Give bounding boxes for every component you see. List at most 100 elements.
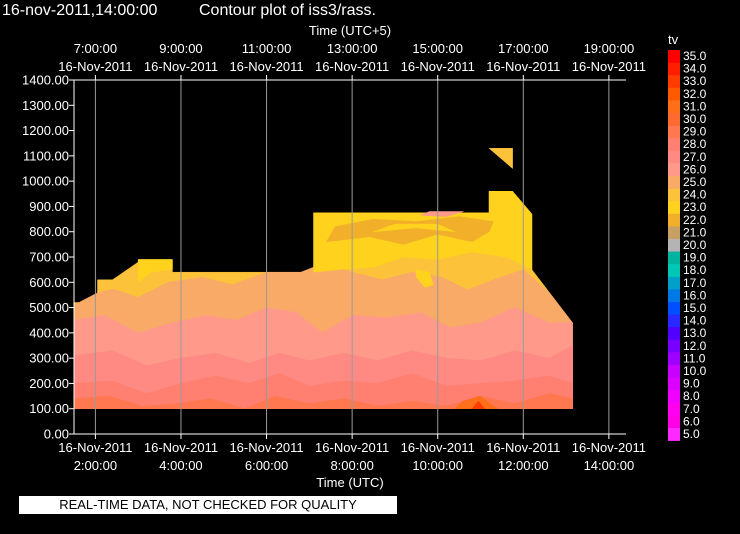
contour-region-4 bbox=[73, 373, 573, 409]
y-tick-label-1: 100.00 bbox=[29, 401, 69, 416]
colorbar-swatch-8 bbox=[668, 150, 680, 164]
colorbar-label-18: 17.0 bbox=[683, 276, 707, 290]
colorbar-swatch-27 bbox=[668, 390, 680, 404]
bottom-tick-date-1: 16-Nov-2011 bbox=[144, 440, 218, 455]
top-tick-time-0: 7:00:00 bbox=[74, 41, 117, 56]
y-tick-label-4: 400.00 bbox=[29, 325, 69, 340]
colorbar-label-27: 8.0 bbox=[683, 389, 700, 403]
plot-area bbox=[73, 148, 573, 409]
contour-region-7 bbox=[471, 400, 486, 409]
colorbar-swatch-0 bbox=[668, 50, 680, 63]
top-tick-date-0: 16-Nov-2011 bbox=[58, 59, 132, 74]
colorbar-label-3: 32.0 bbox=[683, 87, 707, 101]
bottom-tick-time-1: 4:00:00 bbox=[159, 458, 202, 473]
colorbar-swatch-13 bbox=[668, 213, 680, 227]
colorbar-swatch-26 bbox=[668, 377, 680, 391]
bottom-tick-time-0: 2:00:00 bbox=[74, 458, 117, 473]
top-tick-time-2: 11:00:00 bbox=[242, 41, 292, 56]
grid-lines bbox=[94, 80, 610, 434]
bottom-tick-date-0: 16-Nov-2011 bbox=[58, 440, 132, 455]
y-tick-label-5: 500.00 bbox=[29, 300, 69, 315]
y-tick-label-6: 600.00 bbox=[29, 275, 69, 290]
colorbar-label-16: 19.0 bbox=[683, 251, 707, 265]
colorbar-swatch-16 bbox=[668, 251, 680, 265]
colorbar-swatch-29 bbox=[668, 415, 680, 429]
colorbar-label-5: 30.0 bbox=[683, 112, 707, 126]
top-tick-date-3: 16-Nov-2011 bbox=[315, 59, 389, 74]
colorbar-swatch-19 bbox=[668, 289, 680, 303]
bottom-tick-date-6: 16-Nov-2011 bbox=[572, 440, 646, 455]
colorbar-label-13: 22.0 bbox=[683, 213, 707, 227]
top-tick-time-4: 15:00:00 bbox=[412, 41, 463, 56]
colorbar-swatch-15 bbox=[668, 239, 680, 252]
colorbar-label-15: 20.0 bbox=[683, 238, 707, 252]
colorbar-swatch-1 bbox=[668, 62, 680, 76]
bottom-tick-time-3: 8:00:00 bbox=[330, 458, 373, 473]
bottom-tick-date-2: 16-Nov-2011 bbox=[229, 440, 303, 455]
colorbar-label-2: 33.0 bbox=[683, 74, 707, 88]
top-tick-time-5: 17:00:00 bbox=[498, 41, 549, 56]
y-tick-label-0: 0.00 bbox=[44, 427, 69, 442]
colorbar-swatch-24 bbox=[668, 352, 680, 366]
bottom-tick-date-3: 16-Nov-2011 bbox=[315, 440, 389, 455]
colorbar-label-0: 35.0 bbox=[683, 49, 707, 63]
colorbar-label-30: 5.0 bbox=[683, 427, 700, 441]
y-tick-label-8: 800.00 bbox=[29, 224, 69, 239]
colorbar-label-6: 29.0 bbox=[683, 125, 707, 139]
top-tick-date-1: 16-Nov-2011 bbox=[144, 59, 218, 74]
y-tick-label-3: 300.00 bbox=[29, 351, 69, 366]
contour-region-5 bbox=[73, 393, 573, 409]
bottom-axis-label: Time (UTC) bbox=[316, 475, 383, 490]
colorbar-swatch-9 bbox=[668, 163, 680, 177]
bottom-tick-time-4: 10:00:00 bbox=[412, 458, 463, 473]
colorbar-label-20: 15.0 bbox=[683, 301, 707, 315]
quality-notice: REAL-TIME DATA, NOT CHECKED FOR QUALITY bbox=[19, 496, 397, 514]
colorbar-swatch-28 bbox=[668, 402, 680, 416]
colorbar-label-28: 7.0 bbox=[683, 402, 700, 416]
colorbar-label-19: 16.0 bbox=[683, 288, 707, 302]
top-tick-date-4: 16-Nov-2011 bbox=[401, 59, 475, 74]
colorbar-swatch-21 bbox=[668, 314, 680, 328]
plot-title: Contour plot of iss3/rass. bbox=[199, 2, 376, 19]
colorbar-label-9: 26.0 bbox=[683, 162, 707, 176]
contour-region-13 bbox=[137, 259, 173, 283]
top-axis-label: Time (UTC+5) bbox=[309, 23, 391, 38]
top-tick-date-5: 16-Nov-2011 bbox=[486, 59, 560, 74]
colorbar: 35.034.033.032.031.030.029.028.027.026.0… bbox=[668, 49, 707, 441]
bottom-tick-time-2: 6:00:00 bbox=[245, 458, 288, 473]
colorbar-swatch-5 bbox=[668, 113, 680, 126]
colorbar-swatch-2 bbox=[668, 75, 680, 89]
colorbar-label-22: 13.0 bbox=[683, 326, 707, 340]
colorbar-label-12: 23.0 bbox=[683, 200, 707, 214]
colorbar-label-1: 34.0 bbox=[683, 62, 707, 76]
y-tick-label-10: 1000.00 bbox=[22, 174, 69, 189]
y-tick-label-9: 900.00 bbox=[29, 199, 69, 214]
colorbar-swatch-3 bbox=[668, 87, 680, 101]
colorbar-label-29: 6.0 bbox=[683, 414, 700, 428]
contour-region-6 bbox=[454, 395, 499, 409]
colorbar-label-10: 25.0 bbox=[683, 175, 707, 189]
colorbar-swatch-12 bbox=[668, 201, 680, 215]
colorbar-title: tv bbox=[668, 32, 679, 47]
colorbar-label-23: 12.0 bbox=[683, 339, 707, 353]
colorbar-swatch-20 bbox=[668, 302, 680, 315]
contour-region-9 bbox=[326, 216, 494, 245]
plot-timestamp: 16-nov-2011,14:00:00 bbox=[2, 2, 157, 19]
contour-region-15 bbox=[420, 211, 464, 217]
colorbar-label-14: 21.0 bbox=[683, 225, 707, 239]
axes: 0.00 100.00 200.00 300.00 400.00 500.00 600.00… bbox=[22, 41, 646, 473]
y-tick-label-14: 1400.00 bbox=[22, 73, 69, 88]
colorbar-swatch-23 bbox=[668, 339, 680, 353]
colorbar-label-17: 18.0 bbox=[683, 263, 707, 277]
top-tick-date-2: 16-Nov-2011 bbox=[229, 59, 303, 74]
colorbar-swatch-7 bbox=[668, 138, 680, 152]
bottom-tick-date-5: 16-Nov-2011 bbox=[486, 440, 560, 455]
y-tick-label-2: 200.00 bbox=[29, 376, 69, 391]
colorbar-label-11: 24.0 bbox=[683, 188, 707, 202]
y-tick-label-13: 1300.00 bbox=[22, 98, 69, 113]
bottom-tick-time-5: 12:00:00 bbox=[498, 458, 549, 473]
colorbar-swatch-4 bbox=[668, 100, 680, 114]
colorbar-swatch-17 bbox=[668, 264, 680, 278]
y-tick-label-11: 1100.00 bbox=[23, 148, 69, 163]
